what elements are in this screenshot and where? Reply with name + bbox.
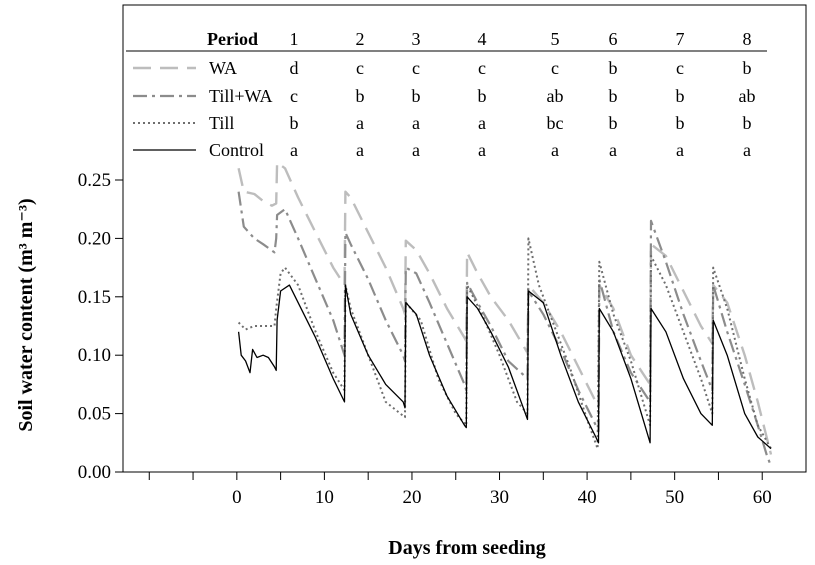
legend-significance-letter: a (676, 140, 684, 160)
legend-significance-letter: a (478, 113, 486, 133)
y-tick-label: 0.20 (78, 228, 111, 249)
legend-significance-letter: b (478, 86, 487, 106)
legend-significance-letter: c (551, 58, 559, 78)
y-tick-label: 0.00 (78, 462, 111, 483)
legend-significance-letter: b (676, 113, 685, 133)
legend-significance-letter: c (478, 58, 486, 78)
legend-period-number: 5 (551, 29, 560, 49)
series-line-till-wa (237, 191, 773, 467)
legend-significance-letter: a (609, 140, 617, 160)
y-axis-title: Soil water content (m³ m⁻³) (15, 198, 37, 431)
x-tick-label: 40 (578, 487, 597, 508)
legend-significance-letter: c (412, 58, 420, 78)
legend-series-name: Till+WA (209, 86, 273, 106)
legend-series-name: Till (209, 113, 234, 133)
legend-significance-letter: bc (547, 113, 564, 133)
legend-significance-letter: b (290, 113, 299, 133)
legend-period-number: 7 (676, 29, 685, 49)
series-line-till (237, 237, 772, 450)
legend-period-number: 2 (356, 29, 365, 49)
legend-significance-letter: a (551, 140, 559, 160)
legend-significance-letter: ab (547, 86, 564, 106)
legend-period-number: 3 (412, 29, 421, 49)
x-axis-title: Days from seeding (388, 537, 545, 559)
x-tick-label: 10 (315, 487, 334, 508)
x-tick-label: 20 (402, 487, 421, 508)
legend-significance-letter: ab (739, 86, 756, 106)
series-line-control (237, 284, 772, 450)
legend-significance-letter: a (743, 140, 751, 160)
series-lines (237, 161, 773, 467)
legend-significance-letter: c (356, 58, 364, 78)
series-line-wa (237, 161, 773, 455)
x-tick-label: 50 (665, 487, 684, 508)
legend-significance-letter: c (290, 86, 298, 106)
legend-significance-letter: b (356, 86, 365, 106)
legend-header-period: Period (207, 29, 258, 49)
legend-significance-letter: a (412, 113, 420, 133)
axes: 0 10 20 30 40 50 60 0.00 0.05 0.10 0.15 0.20 0.25 (78, 170, 772, 508)
legend-series-name: Control (209, 140, 264, 160)
y-tick-label: 0.25 (78, 170, 111, 191)
legend-significance-letter: a (356, 140, 364, 160)
legend-series-name: WA (209, 58, 237, 78)
legend-significance-letter: a (412, 140, 420, 160)
legend-significance-letter: b (609, 113, 618, 133)
legend-significance-letter: b (609, 86, 618, 106)
legend-significance-letter: d (290, 58, 299, 78)
x-tick-label: 60 (753, 487, 772, 508)
legend-significance-letter: a (478, 140, 486, 160)
legend-significance-letter: b (412, 86, 421, 106)
legend-significance-letter: a (290, 140, 298, 160)
y-tick-label: 0.05 (78, 404, 111, 425)
y-tick-label: 0.15 (78, 287, 111, 308)
legend-significance-letter: c (676, 58, 684, 78)
y-tick-label: 0.10 (78, 345, 111, 366)
legend-period-number: 8 (743, 29, 752, 49)
legend-period-number: 4 (478, 29, 487, 49)
legend-significance-letter: b (609, 58, 618, 78)
legend-period-number: 6 (609, 29, 618, 49)
x-tick-label: 0 (232, 487, 242, 508)
legend-significance-letter: b (676, 86, 685, 106)
legend-significance-letter: a (356, 113, 364, 133)
x-tick-label: 30 (490, 487, 509, 508)
legend-significance-letter: b (743, 113, 752, 133)
legend-significance-letter: b (743, 58, 752, 78)
legend-period-number: 1 (290, 29, 299, 49)
